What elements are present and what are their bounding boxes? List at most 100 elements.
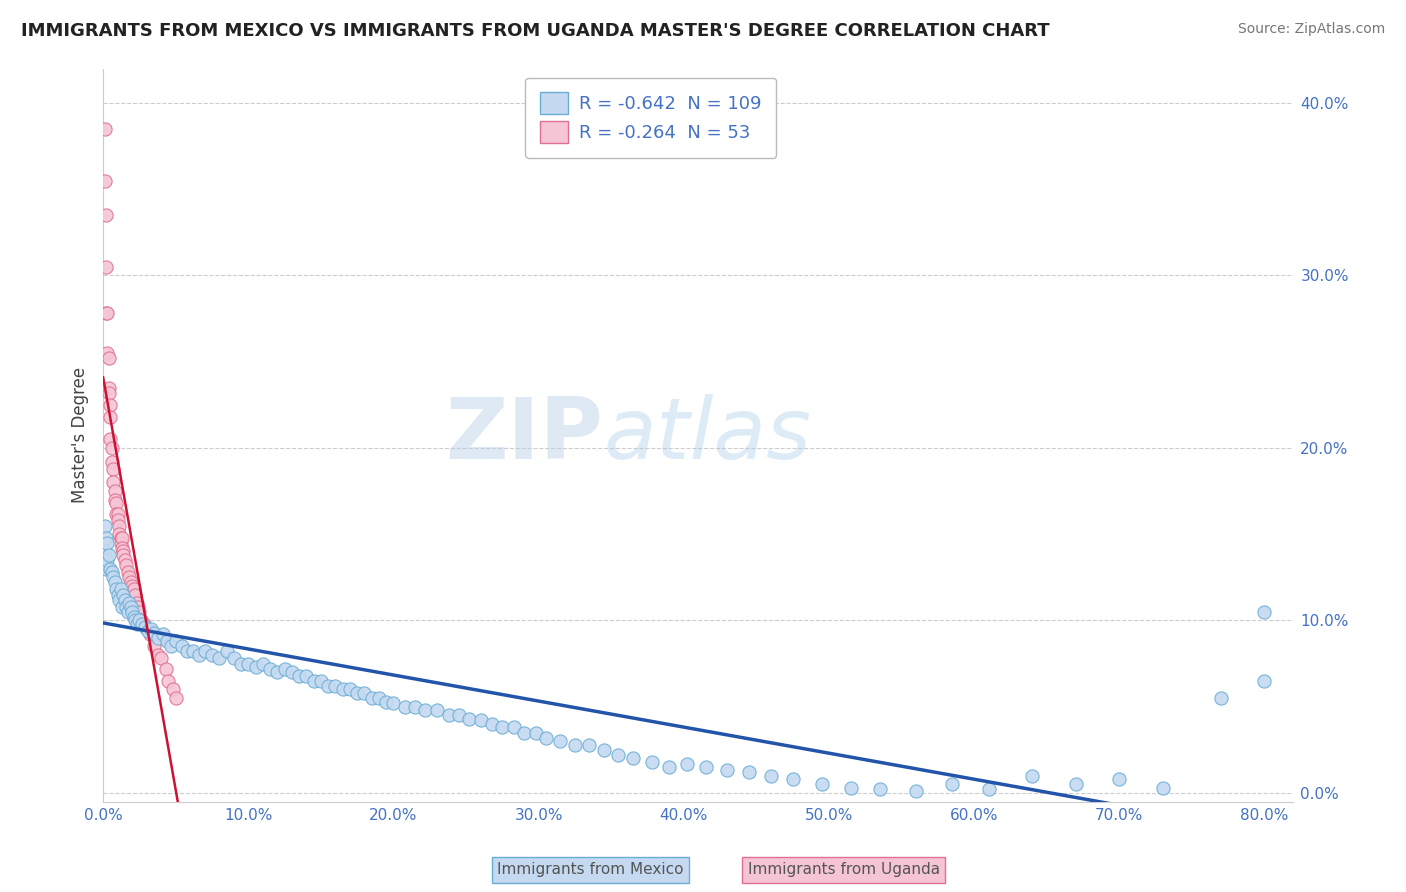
Point (534, 731, 557, 745)
Point (621, 751, 644, 765)
Point (578, 738, 600, 752)
Point (105, 507, 128, 521)
Point (524, 725, 547, 739)
Point (100, 562, 122, 576)
Point (121, 579, 143, 593)
Point (122, 610, 145, 624)
Point (122, 582, 145, 597)
Point (550, 734, 572, 748)
Point (101, 455, 124, 469)
Point (513, 725, 536, 739)
Point (100, 409, 122, 424)
Point (112, 588, 135, 602)
Legend: R = -0.642  N = 109, R = -0.264  N = 53: R = -0.642 N = 109, R = -0.264 N = 53 (524, 78, 776, 158)
Point (641, 755, 664, 769)
Point (458, 712, 481, 726)
Point (96, 306, 118, 320)
Point (125, 616, 148, 631)
Point (360, 691, 382, 706)
Point (675, 756, 697, 771)
Point (107, 513, 129, 527)
Point (176, 644, 198, 658)
Point (134, 620, 156, 634)
Point (105, 582, 128, 597)
Point (695, 760, 717, 774)
Point (96, 553, 118, 567)
Point (941, 777, 963, 791)
Point (156, 634, 179, 648)
Point (201, 648, 224, 662)
Point (103, 570, 125, 584)
Point (94, 260, 117, 274)
Point (94, 531, 117, 545)
Point (295, 668, 318, 682)
Point (103, 461, 125, 475)
Point (101, 441, 124, 455)
Point (120, 599, 142, 614)
Point (129, 614, 152, 628)
Point (375, 694, 398, 708)
Point (121, 605, 143, 619)
Point (810, 777, 832, 791)
Text: Immigrants from Uganda: Immigrants from Uganda (748, 863, 939, 877)
Point (108, 518, 131, 533)
Point (658, 760, 681, 774)
Point (114, 553, 136, 567)
Point (103, 475, 125, 490)
Point (107, 588, 129, 602)
Point (97, 385, 120, 400)
Point (1209, 691, 1232, 706)
Text: Immigrants from Mexico: Immigrants from Mexico (498, 863, 683, 877)
Point (93, 121, 115, 136)
Point (128, 605, 150, 619)
Point (782, 772, 804, 786)
Point (593, 743, 616, 757)
Point (869, 782, 891, 797)
Point (759, 769, 782, 783)
Point (309, 673, 332, 688)
Point (93, 518, 115, 533)
Point (222, 651, 245, 665)
Point (162, 682, 184, 697)
Point (138, 627, 160, 641)
Point (96, 346, 118, 360)
Point (447, 708, 470, 723)
Point (100, 433, 122, 447)
Point (136, 624, 159, 638)
Point (155, 662, 177, 676)
Point (165, 634, 187, 648)
Point (108, 592, 131, 607)
Point (131, 616, 153, 631)
Point (124, 614, 146, 628)
Point (415, 703, 437, 717)
Point (120, 575, 142, 590)
Point (152, 627, 174, 641)
Point (110, 536, 132, 550)
Point (111, 541, 134, 555)
Point (273, 662, 295, 676)
Point (339, 682, 361, 697)
Point (738, 765, 761, 780)
Y-axis label: Master's Degree: Master's Degree (72, 367, 89, 503)
Point (94, 306, 117, 320)
Point (1152, 780, 1174, 795)
Point (259, 662, 281, 676)
Point (1021, 769, 1043, 783)
Point (104, 575, 127, 590)
Text: IMMIGRANTS FROM MEXICO VS IMMIGRANTS FROM UGANDA MASTER'S DEGREE CORRELATION CHA: IMMIGRANTS FROM MEXICO VS IMMIGRANTS FRO… (21, 22, 1050, 40)
Text: atlas: atlas (603, 393, 811, 476)
Point (107, 507, 129, 521)
Point (127, 599, 149, 614)
Point (716, 764, 738, 778)
Point (128, 614, 150, 628)
Point (346, 686, 368, 700)
Point (170, 640, 193, 654)
Point (124, 588, 146, 602)
Point (148, 631, 170, 645)
Point (904, 784, 927, 798)
Point (564, 738, 586, 752)
Point (101, 565, 124, 579)
Point (150, 651, 173, 665)
Point (111, 531, 134, 545)
Point (607, 747, 630, 762)
